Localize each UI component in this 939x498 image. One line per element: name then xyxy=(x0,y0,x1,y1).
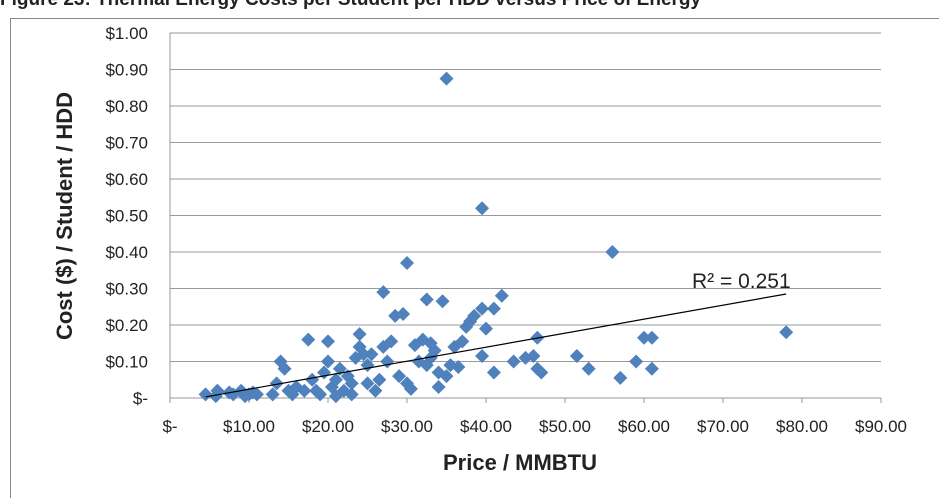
data-point xyxy=(629,354,644,369)
data-point xyxy=(605,245,620,259)
data-point xyxy=(439,369,454,384)
data-point xyxy=(396,307,411,322)
data-point xyxy=(321,334,335,349)
data-point xyxy=(435,294,450,309)
y-tick-label: $0.70 xyxy=(105,134,148,153)
data-point xyxy=(439,71,454,86)
data-point xyxy=(305,372,320,387)
y-tick-label: $0.10 xyxy=(105,353,148,372)
data-point xyxy=(644,330,659,345)
data-point xyxy=(249,387,264,402)
x-tick-label: $20.00 xyxy=(302,417,354,436)
x-tick-label: $50.00 xyxy=(539,417,591,436)
x-tick-label: $80.00 xyxy=(776,417,828,436)
data-point xyxy=(475,201,490,216)
data-point xyxy=(419,292,434,307)
x-tick-label: $70.00 xyxy=(697,417,749,436)
data-point xyxy=(313,387,328,402)
data-point xyxy=(344,376,359,391)
y-tick-label: $1.00 xyxy=(105,24,148,43)
y-tick-label: $0.50 xyxy=(105,207,148,226)
x-tick-label: $- xyxy=(162,417,177,436)
data-point xyxy=(352,327,367,342)
data-point xyxy=(644,361,659,376)
x-tick-label: $40.00 xyxy=(460,417,512,436)
annotation: R² = 0.251 xyxy=(692,270,791,293)
data-point xyxy=(451,359,466,374)
chart-title: Figure 23: Thermal Energy Costs per Stud… xyxy=(0,0,702,10)
data-point xyxy=(455,334,470,349)
x-tick-label: $60.00 xyxy=(618,417,670,436)
x-tick-label: $30.00 xyxy=(381,417,433,436)
data-point xyxy=(392,369,407,384)
data-point xyxy=(380,354,395,369)
data-point xyxy=(301,332,316,347)
data-point xyxy=(265,387,280,402)
y-tick-label: $0.30 xyxy=(105,280,148,299)
data-point xyxy=(269,376,284,391)
data-point xyxy=(494,288,509,303)
x-tick-label: $90.00 xyxy=(855,417,907,436)
data-point xyxy=(328,372,343,387)
data-point xyxy=(198,387,213,402)
data-point xyxy=(486,301,501,316)
data-point xyxy=(613,370,628,385)
data-point xyxy=(431,380,446,395)
data-point xyxy=(427,343,442,358)
data-point xyxy=(637,330,651,345)
data-point xyxy=(384,334,399,349)
data-point xyxy=(364,347,379,362)
data-point xyxy=(277,361,292,376)
data-point xyxy=(479,321,493,336)
y-tick-label: $- xyxy=(133,389,148,408)
data-point xyxy=(467,308,482,323)
x-tick-label: $10.00 xyxy=(223,417,275,436)
data-point xyxy=(376,285,391,300)
data-point xyxy=(534,365,549,380)
data-point xyxy=(486,365,501,380)
chart-frame xyxy=(10,18,939,498)
y-tick-label: $0.20 xyxy=(105,316,148,335)
x-axis-label: Price / MMBTU xyxy=(443,450,597,475)
data-point xyxy=(360,376,375,391)
y-tick-label: $0.60 xyxy=(105,170,148,189)
data-point xyxy=(526,349,541,364)
y-tick-label: $0.40 xyxy=(105,243,148,262)
data-point xyxy=(403,381,418,396)
data-point xyxy=(475,349,490,364)
y-axis-label: Cost ($) / Student / HDD xyxy=(52,92,77,340)
data-point xyxy=(779,325,794,340)
data-point xyxy=(321,354,335,369)
data-point xyxy=(506,354,521,369)
y-tick-label: $0.80 xyxy=(105,97,148,116)
trendline xyxy=(205,293,787,398)
data-point xyxy=(581,361,596,376)
y-tick-label: $0.90 xyxy=(105,61,148,80)
data-point xyxy=(344,387,359,402)
data-point xyxy=(297,383,312,398)
data-point xyxy=(400,255,414,270)
data-point xyxy=(356,347,371,362)
data-point xyxy=(569,349,584,364)
data-point xyxy=(372,372,387,387)
data-point xyxy=(368,383,383,398)
data-point xyxy=(475,301,490,316)
